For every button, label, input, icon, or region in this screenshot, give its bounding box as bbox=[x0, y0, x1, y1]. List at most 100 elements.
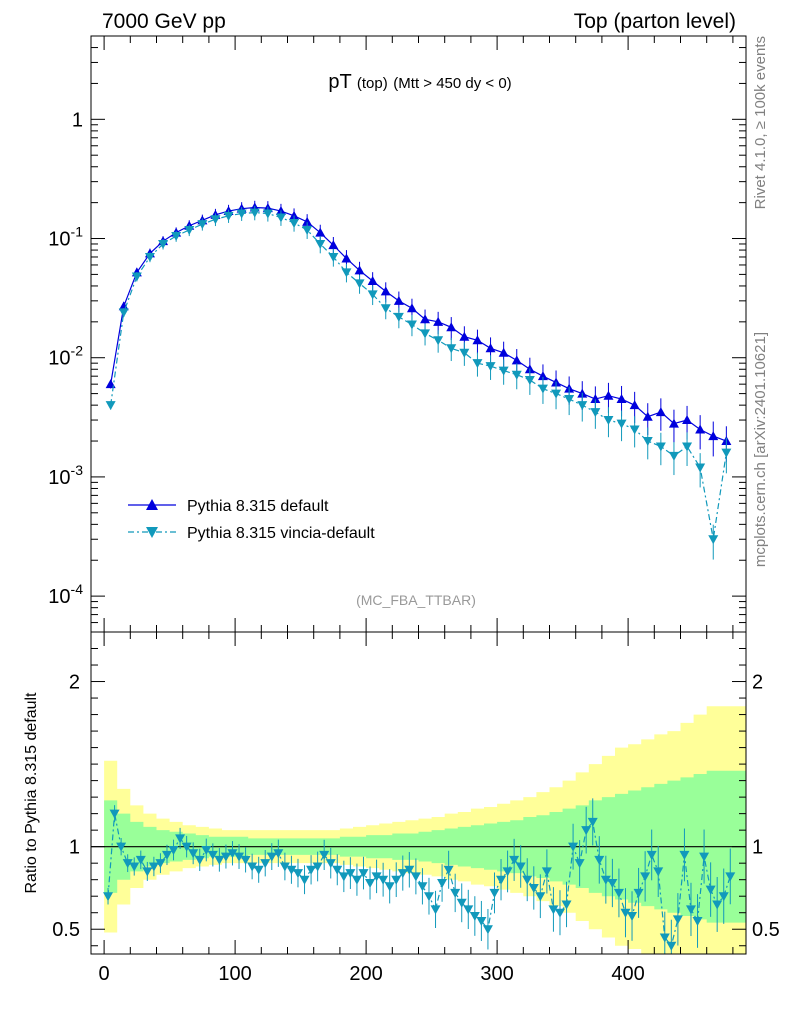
series-line-vincia bbox=[110, 211, 727, 540]
data-point-vincia bbox=[551, 389, 562, 399]
data-point-default bbox=[616, 394, 627, 404]
data-point-vincia bbox=[708, 535, 719, 545]
main-title-text: pT bbox=[328, 71, 351, 93]
data-point-vincia bbox=[485, 362, 496, 372]
data-point-default bbox=[367, 276, 378, 286]
ratio-data-point bbox=[201, 845, 212, 855]
data-point-vincia bbox=[446, 344, 457, 354]
ratio-data-point bbox=[692, 916, 703, 926]
data-point-vincia bbox=[328, 252, 339, 262]
uncertainty-band-outer bbox=[104, 706, 746, 954]
data-point-vincia bbox=[590, 408, 601, 418]
ratio-data-point bbox=[620, 908, 631, 918]
ratio-data-point bbox=[129, 862, 140, 872]
data-point-vincia bbox=[354, 279, 365, 289]
ratio-data-point bbox=[332, 865, 343, 875]
ratio-data-point bbox=[207, 850, 218, 860]
ratio-data-point bbox=[515, 862, 526, 872]
ratio-data-point bbox=[142, 867, 153, 877]
ratio-data-point bbox=[705, 885, 716, 895]
ratio-data-point bbox=[443, 865, 454, 875]
ratio-data-point bbox=[417, 882, 428, 892]
legend-label-default: Pythia 8.315 default bbox=[187, 498, 329, 515]
data-point-vincia bbox=[629, 425, 640, 435]
ratio-data-point bbox=[260, 859, 271, 869]
header-left: 7000 GeV pp bbox=[102, 10, 226, 33]
data-point-vincia bbox=[695, 463, 706, 473]
ratio-data-point bbox=[469, 912, 480, 922]
data-point-default bbox=[590, 394, 601, 404]
ratio-data-point bbox=[103, 892, 114, 902]
data-point-vincia bbox=[131, 272, 142, 282]
ratio-data-point bbox=[247, 862, 258, 872]
data-point-vincia bbox=[472, 359, 483, 369]
ratio-data-point bbox=[528, 883, 539, 893]
ratio-data-point bbox=[378, 875, 389, 885]
data-point-vincia bbox=[524, 376, 535, 386]
ratio-data-point bbox=[325, 859, 336, 869]
ratio-data-point bbox=[659, 933, 670, 943]
ratio-data-point bbox=[627, 912, 638, 922]
ratio-data-point bbox=[502, 867, 513, 877]
header-right: Top (parton level) bbox=[574, 10, 736, 33]
ratio-data-point bbox=[541, 867, 552, 877]
ratio-data-point bbox=[286, 865, 297, 875]
ratio-data-point bbox=[148, 862, 159, 872]
data-point-vincia bbox=[393, 312, 404, 322]
ratio-data-point bbox=[168, 845, 179, 855]
main-plot-area bbox=[105, 200, 732, 560]
data-point-default bbox=[315, 227, 326, 237]
ratio-y-tick-label-right: 0.5 bbox=[752, 919, 780, 941]
ratio-data-point bbox=[188, 849, 199, 859]
data-point-default bbox=[459, 331, 470, 341]
data-point-vincia bbox=[105, 401, 116, 411]
ratio-data-point bbox=[594, 855, 605, 865]
x-tick-label: 400 bbox=[611, 963, 644, 985]
ratio-data-point bbox=[397, 869, 408, 879]
ratio-data-point bbox=[496, 875, 507, 885]
data-point-default bbox=[380, 286, 391, 296]
data-point-default bbox=[537, 371, 548, 381]
data-point-default bbox=[118, 301, 129, 311]
ratio-plot-area bbox=[91, 706, 746, 954]
y-tick-label-exp: -3 bbox=[71, 462, 84, 478]
data-point-vincia bbox=[511, 370, 522, 380]
ratio-data-point bbox=[135, 855, 146, 865]
ratio-ylabel: Ratio to Pythia 8.315 default bbox=[23, 692, 40, 894]
ratio-data-point bbox=[351, 875, 362, 885]
ratio-data-point bbox=[712, 900, 723, 910]
ratio-data-point bbox=[581, 826, 592, 836]
x-tick-label: 100 bbox=[218, 963, 251, 985]
ratio-data-point bbox=[646, 850, 657, 860]
data-point-default bbox=[354, 265, 365, 275]
ratio-data-point bbox=[194, 855, 205, 865]
ratio-data-point bbox=[279, 862, 290, 872]
ratio-data-point bbox=[299, 875, 310, 885]
ratio-data-point bbox=[548, 905, 559, 915]
data-point-default bbox=[289, 210, 300, 220]
main-title-sub: (top) bbox=[357, 75, 388, 92]
data-point-vincia bbox=[721, 448, 732, 458]
main-frame bbox=[90, 35, 747, 633]
data-point-vincia bbox=[433, 336, 444, 346]
ratio-data-point bbox=[253, 865, 264, 875]
ratio-data-point bbox=[685, 905, 696, 915]
data-point-vincia bbox=[577, 401, 588, 411]
y-tick-label-base: 10 bbox=[48, 229, 70, 251]
y-tick-label-base: 10 bbox=[48, 586, 70, 608]
ratio-data-point bbox=[535, 892, 546, 902]
ratio-data-point bbox=[509, 855, 520, 865]
data-point-vincia bbox=[249, 208, 260, 218]
data-point-default bbox=[695, 424, 706, 434]
ratio-data-point bbox=[404, 865, 415, 875]
data-point-vincia bbox=[275, 213, 286, 223]
ratio-data-point bbox=[319, 850, 330, 860]
ratio-data-point bbox=[273, 849, 284, 859]
ratio-y-tick-label-right: 2 bbox=[752, 672, 763, 694]
data-point-default bbox=[603, 390, 614, 400]
data-point-vincia bbox=[210, 215, 221, 225]
y-tick-label-exp: -4 bbox=[71, 581, 84, 597]
data-point-vincia bbox=[197, 220, 208, 230]
x-tick-label: 200 bbox=[349, 963, 382, 985]
data-point-default bbox=[302, 216, 313, 226]
